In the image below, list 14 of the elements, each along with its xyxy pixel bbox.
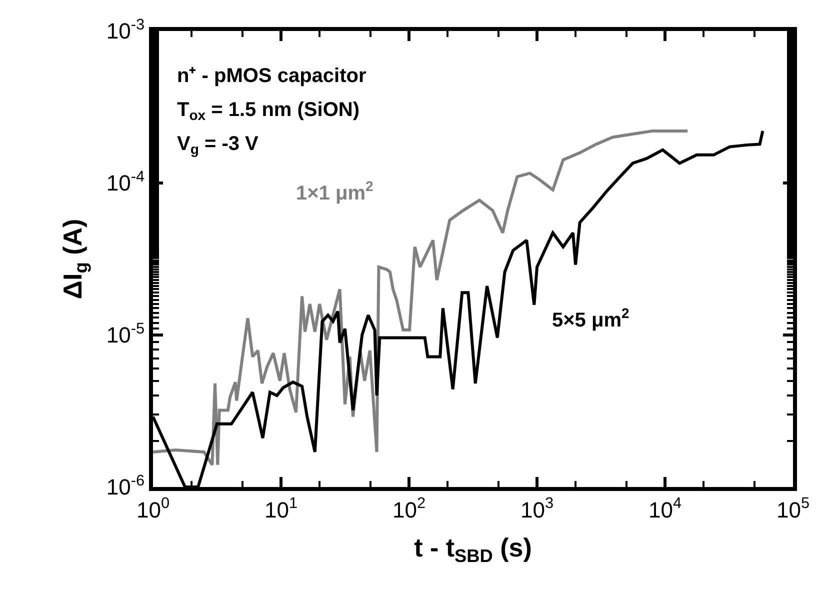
x-tick-label: 10$^{3}$ [520,495,554,522]
annotation: V$_{g}$ = -3 V [177,133,260,158]
annotation: n⁺ - pMOS capacitor [177,65,366,87]
series-label: 5×5 μm$^{2}$ [552,305,630,332]
x-tick-label: 10$^{2}$ [392,495,426,522]
y-tick-label: 10$^{-5}$ [106,320,145,348]
x-tick-label: 10$^{4}$ [648,495,682,522]
x-axis-title: t - t$_{SBD}$ (s) [414,532,532,566]
annotation: T$_{ox}$ = 1.5 nm (SiON) [177,99,360,124]
text: 1×1 μm$^{2}$ [296,178,374,204]
x-tick-label: 10$^{1}$ [264,495,298,522]
x-tick-label: 10$^{5}$ [776,495,810,522]
y-tick-label: 10$^{-3}$ [106,16,145,44]
y-tick-label: 10$^{-4}$ [106,168,146,196]
